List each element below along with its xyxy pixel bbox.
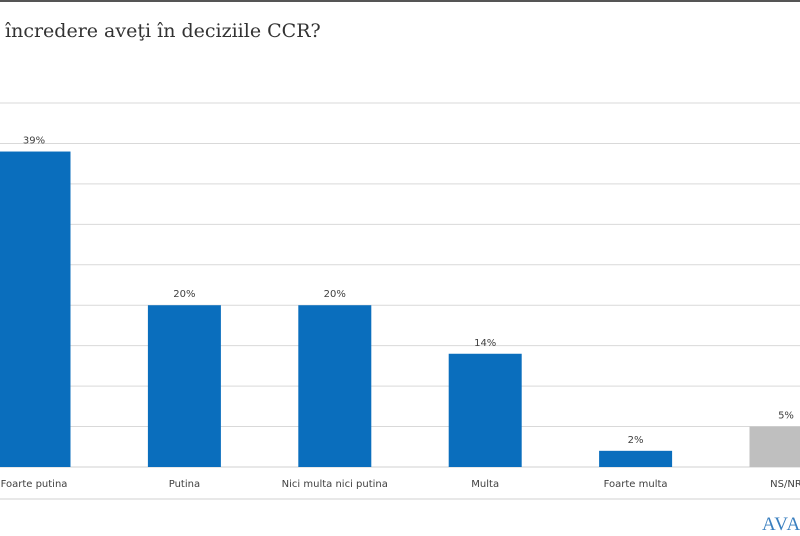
bar-4 [599, 451, 672, 467]
data-label: 2% [628, 435, 644, 446]
x-tick-label: Foarte putina [1, 479, 68, 490]
x-tick-label: Nici multa nici putina [282, 479, 388, 490]
bar-0 [0, 152, 71, 467]
data-label: 5% [778, 411, 794, 422]
bar-2 [298, 305, 371, 467]
x-tick-label: Multa [471, 479, 499, 490]
x-tick-label: Foarte multa [604, 479, 668, 490]
data-label: 20% [173, 289, 195, 300]
bar-3 [449, 354, 522, 467]
data-label: 14% [474, 338, 496, 349]
logo-avangarde: AVAN [762, 514, 800, 536]
data-label: 20% [324, 289, 346, 300]
x-tick-label: NS/NR [770, 479, 800, 490]
bar-1 [148, 305, 221, 467]
data-label: 39% [23, 136, 45, 147]
bar-5 [750, 427, 800, 467]
x-tick-label: Putina [169, 479, 200, 490]
